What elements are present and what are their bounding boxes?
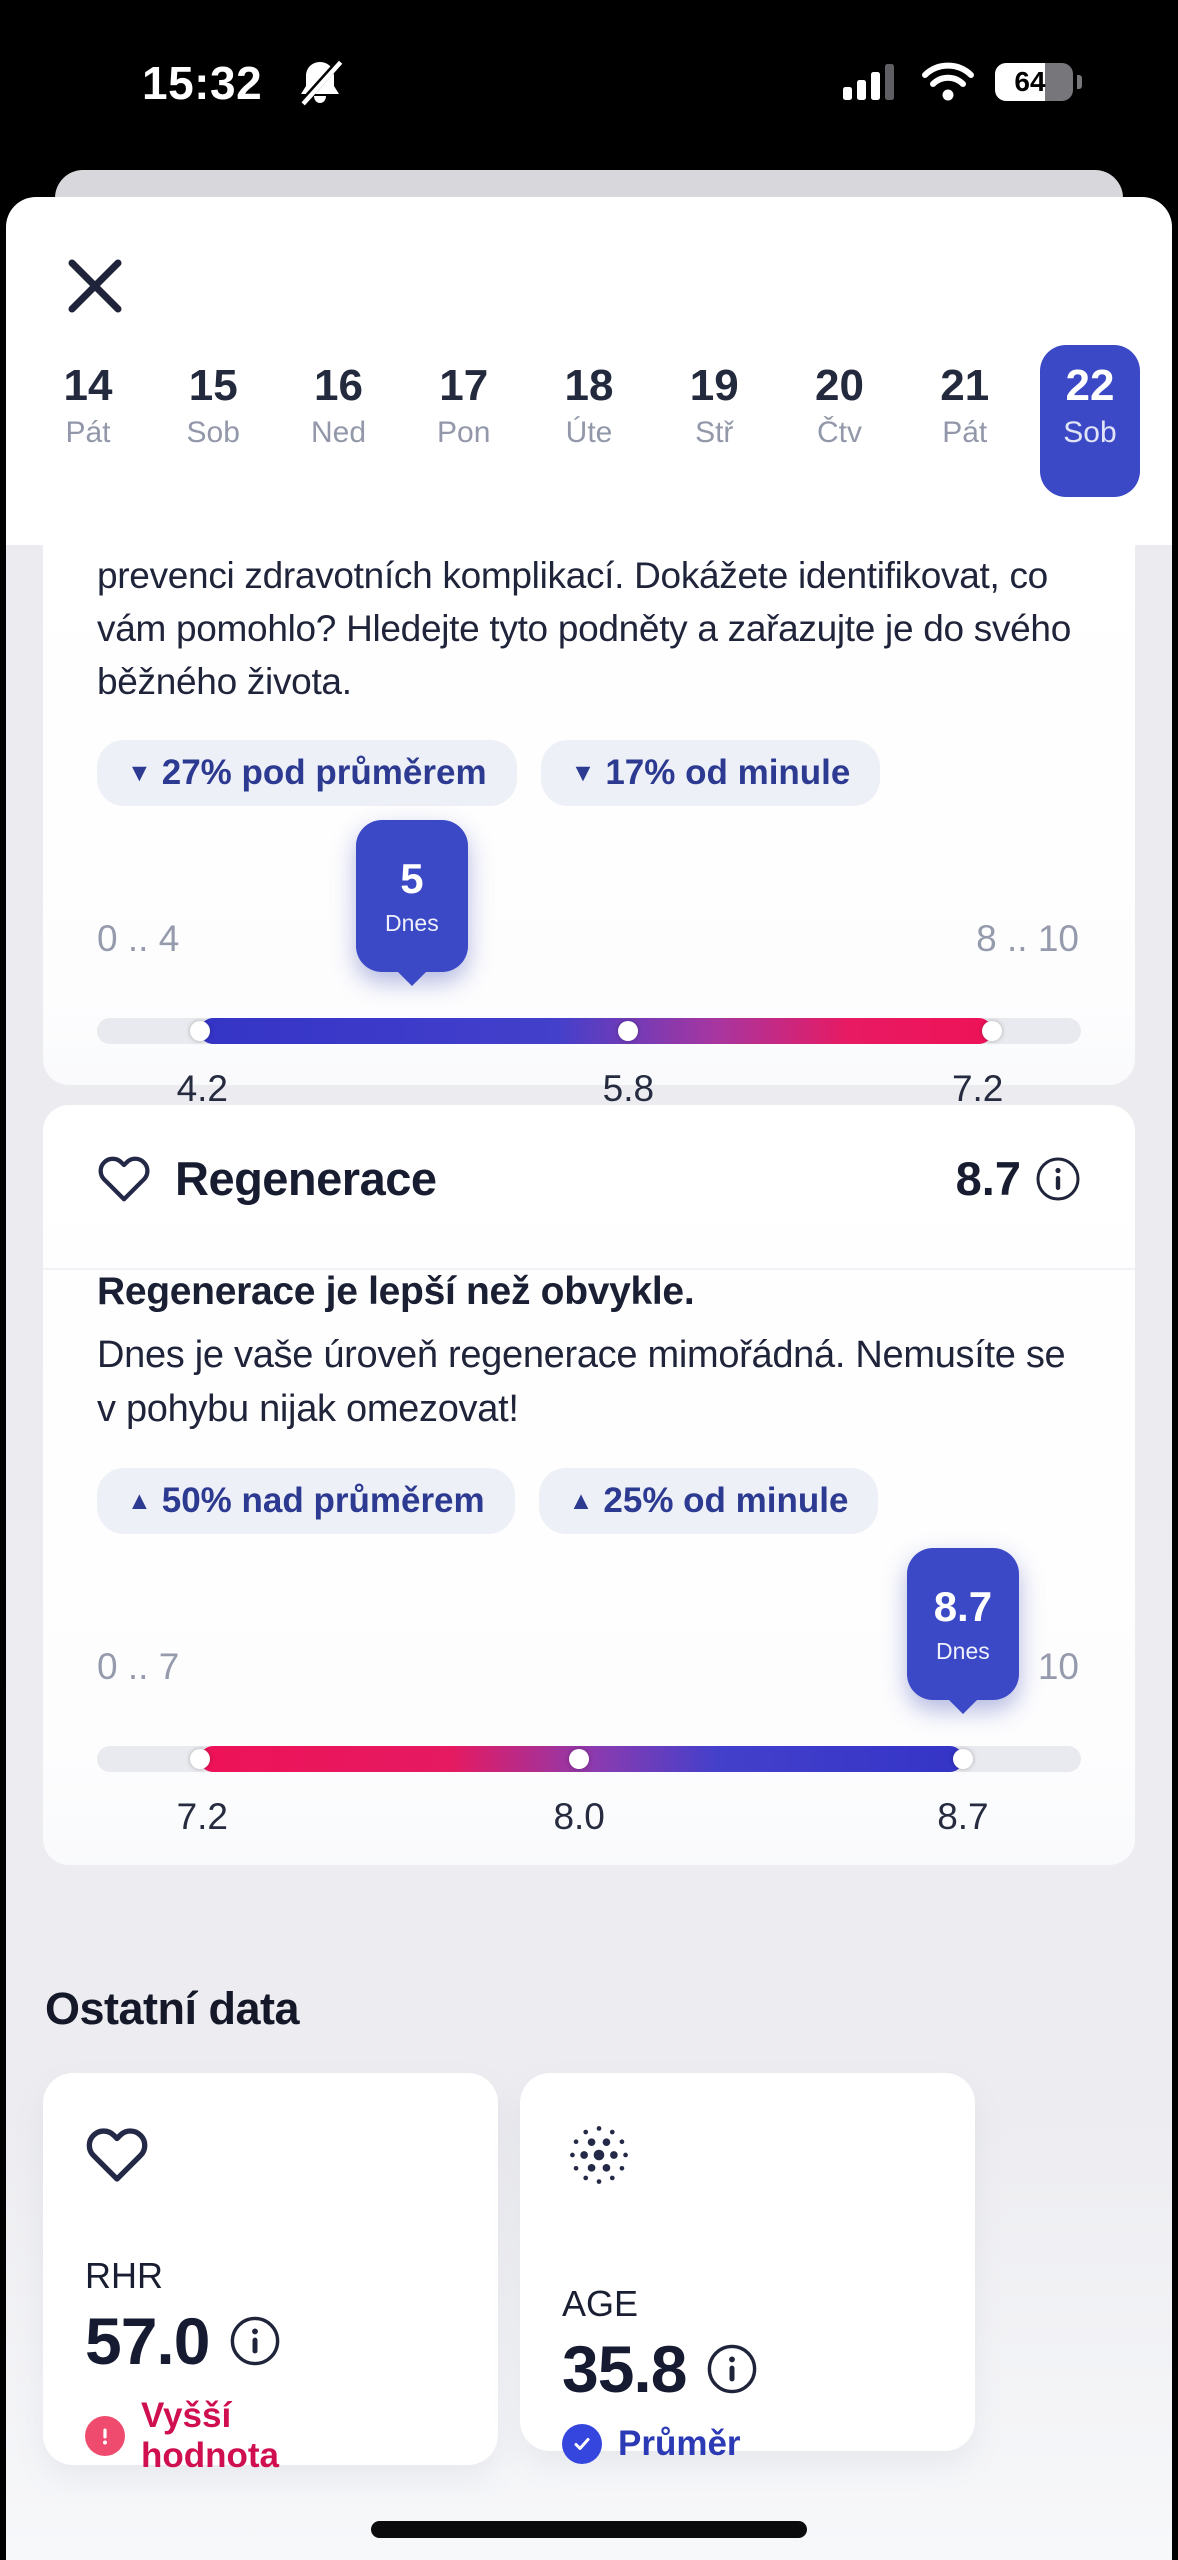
score-value: 8.7 bbox=[955, 1152, 1021, 1205]
gauge-dot-max bbox=[952, 1749, 973, 1769]
info-icon[interactable] bbox=[1035, 1156, 1081, 1202]
gauge-dot-max bbox=[982, 1021, 1003, 1041]
heart-icon bbox=[98, 1156, 150, 1201]
gauge-track bbox=[97, 1018, 1081, 1044]
gauge-track bbox=[97, 1746, 1081, 1772]
section-title-other-data: Ostatní data bbox=[45, 1983, 300, 2034]
detail-sheet: 14 Pát 15 Sob 16 Ned 17 Pon 18 Úte 19 St… bbox=[6, 197, 1172, 2560]
day-18[interactable]: 18 Úte bbox=[539, 345, 639, 497]
day-dot bbox=[333, 466, 345, 478]
gauge-gradient bbox=[200, 1018, 993, 1044]
trend-badges: ▲ 50% nad průměrem ▲ 25% od minule bbox=[97, 1468, 1081, 1534]
info-icon[interactable] bbox=[229, 2315, 281, 2367]
day-dot bbox=[959, 466, 971, 478]
check-icon bbox=[562, 2424, 602, 2464]
day-20[interactable]: 20 Čtv bbox=[790, 345, 890, 497]
day-21[interactable]: 21 Pát bbox=[915, 345, 1015, 497]
home-indicator[interactable] bbox=[371, 2521, 807, 2538]
day-dot bbox=[583, 466, 595, 478]
up-triangle-icon: ▲ bbox=[568, 1486, 594, 1515]
day-dot bbox=[1084, 466, 1096, 478]
date-picker: 14 Pát 15 Sob 16 Ned 17 Pon 18 Úte 19 St… bbox=[38, 345, 1140, 497]
day-dot bbox=[458, 466, 470, 478]
gauge-high-range: 10 bbox=[1037, 1646, 1079, 1687]
other-data-cards: RHR 57.0 Vyšší hodnota bbox=[43, 2073, 1135, 2475]
gauge-dot-min bbox=[190, 1021, 211, 1041]
alert-icon bbox=[85, 2416, 125, 2456]
header-divider bbox=[43, 1268, 1135, 1270]
day-dot bbox=[708, 466, 720, 478]
day-16[interactable]: 16 Ned bbox=[289, 345, 389, 497]
day-dot bbox=[207, 466, 219, 478]
gauge-dot-min bbox=[190, 1749, 211, 1769]
status-body: Dnes je vaše úroveň regenerace mimořádná… bbox=[97, 1334, 1066, 1430]
down-triangle-icon: ▼ bbox=[570, 758, 596, 787]
today-value-tooltip: 5 Dnes bbox=[355, 820, 468, 972]
mute-bell-icon bbox=[298, 58, 344, 107]
status-badge: Průměr bbox=[562, 2424, 933, 2464]
cellular-signal-icon bbox=[843, 64, 894, 100]
metric-label: RHR bbox=[85, 2255, 163, 2296]
scroll-content[interactable]: prevenci zdravotních komplikací. Dokážet… bbox=[6, 545, 1172, 2560]
status-bar: 15:32 64 bbox=[0, 0, 1178, 197]
day-17[interactable]: 17 Pon bbox=[414, 345, 514, 497]
battery-nub bbox=[1077, 75, 1082, 89]
metric-card-partial: prevenci zdravotních komplikací. Dokážet… bbox=[43, 545, 1135, 1109]
trend-badges: ▼ 27% pod průměrem ▼ 17% od minule bbox=[97, 740, 1081, 806]
gauge-low-range: 0 .. 4 bbox=[97, 918, 180, 959]
day-22-selected[interactable]: 22 Sob bbox=[1040, 345, 1140, 497]
battery-indicator: 64 bbox=[995, 63, 1073, 101]
close-icon[interactable] bbox=[58, 249, 132, 323]
trend-badge-average: ▲ 50% nad průměrem bbox=[97, 1468, 515, 1534]
up-triangle-icon: ▲ bbox=[127, 1486, 152, 1515]
status-headline: Regenerace je lepší než obvykle. bbox=[97, 1270, 695, 1313]
info-icon[interactable] bbox=[706, 2343, 758, 2395]
regeneration-card: Regenerace 8.7 Regenerace je lepší než o… bbox=[43, 1105, 1135, 1865]
regeneration-header: Regenerace 8.7 bbox=[97, 1105, 1081, 1206]
heart-icon bbox=[86, 2128, 148, 2182]
gauge-high-range: 8 .. 10 bbox=[976, 918, 1079, 959]
dot-cluster-icon bbox=[570, 2126, 628, 2184]
advice-paragraph: prevenci zdravotních komplikací. Dokážet… bbox=[97, 555, 1071, 702]
clock: 15:32 bbox=[142, 57, 263, 109]
down-triangle-icon: ▼ bbox=[127, 758, 152, 787]
today-value-tooltip: 8.7 Dnes bbox=[906, 1548, 1019, 1700]
trend-badge-average: ▼ 27% pod průměrem bbox=[97, 740, 517, 806]
metric-value: 57.0 bbox=[85, 2304, 210, 2378]
day-15[interactable]: 15 Sob bbox=[163, 345, 263, 497]
gauge-dot-mid bbox=[569, 1749, 590, 1769]
day-dot bbox=[834, 466, 846, 478]
gauge-dot-mid bbox=[618, 1021, 639, 1041]
trend-badge-last: ▲ 25% od minule bbox=[538, 1468, 879, 1534]
wifi-icon bbox=[922, 62, 974, 101]
metric-label: AGE bbox=[562, 2283, 639, 2324]
day-19[interactable]: 19 Stř bbox=[664, 345, 764, 497]
status-badge: Vyšší hodnota bbox=[85, 2396, 456, 2476]
card-title: Regenerace bbox=[175, 1152, 437, 1205]
day-dot bbox=[82, 466, 94, 478]
trend-badge-last: ▼ 17% od minule bbox=[540, 740, 881, 806]
gauge-low-range: 0 .. 7 bbox=[97, 1646, 180, 1687]
age-card[interactable]: AGE 35.8 Průměr bbox=[520, 2073, 975, 2464]
rhr-card[interactable]: RHR 57.0 Vyšší hodnota bbox=[43, 2073, 498, 2475]
score-gauge: 0 .. 4 8 .. 10 5 Dnes 4.2 5.8 7.2 bbox=[97, 820, 1081, 1126]
day-14[interactable]: 14 Pát bbox=[38, 345, 138, 497]
score-gauge: 0 .. 7 10 8.7 Dnes 7.2 8.0 8.7 bbox=[97, 1548, 1081, 1854]
metric-value: 35.8 bbox=[562, 2332, 687, 2406]
